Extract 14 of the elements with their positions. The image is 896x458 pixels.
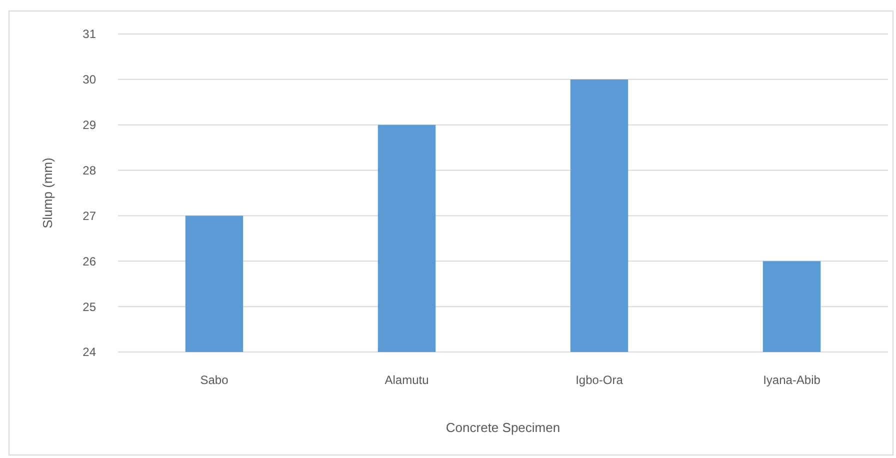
x-tick-label: Alamutu: [384, 373, 429, 387]
y-tick-label: 27: [82, 208, 96, 223]
y-tick-label: 28: [82, 163, 96, 178]
y-axis-title: Slump (mm): [40, 158, 55, 228]
x-tick-label: Iyana-Abib: [763, 373, 821, 387]
x-tick-label: Igbo-Ora: [576, 373, 624, 387]
y-tick-label: 26: [82, 254, 96, 268]
y-tick-label: 29: [82, 118, 96, 132]
y-tick-label: 24: [82, 345, 96, 360]
x-axis-title: Concrete Specimen: [446, 420, 560, 435]
x-tick-label: Sabo: [200, 373, 229, 387]
y-tick-label: 31: [82, 27, 96, 42]
y-tick-label: 25: [82, 300, 96, 314]
y-tick-label: 30: [82, 72, 96, 87]
